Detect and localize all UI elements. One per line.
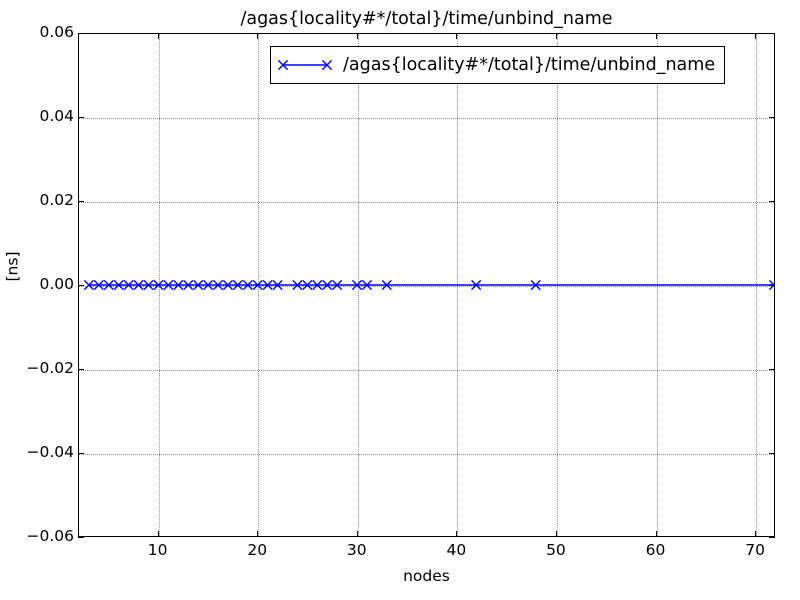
data-point-marker: [302, 279, 313, 291]
y-tick-mark: [769, 117, 775, 118]
x-tick-mark: [655, 531, 657, 537]
data-point-marker: [768, 279, 774, 291]
x-tick-mark: [157, 531, 159, 537]
legend-entry: /agas{locality#*/total}/time/unbind_name: [277, 55, 715, 75]
x-tick-mark: [356, 531, 358, 537]
y-tick-mark: [78, 285, 84, 286]
data-point-marker: [153, 279, 164, 291]
y-tick-label: 0.02: [39, 191, 74, 209]
data-point-marker: [312, 279, 323, 291]
data-point-marker: [202, 279, 214, 291]
data-point-marker: [183, 279, 194, 291]
x-tick-mark: [257, 531, 259, 537]
y-tick-label: −0.06: [26, 527, 75, 545]
y-tick-mark: [769, 537, 775, 538]
data-point-marker: [163, 279, 174, 291]
y-tick-mark: [769, 285, 775, 286]
legend: /agas{locality#*/total}/time/unbind_name: [270, 46, 726, 84]
data-point-marker: [83, 279, 95, 291]
y-tick-label: −0.04: [26, 443, 75, 461]
data-point-marker: [351, 279, 363, 291]
x-tick-label: 40: [446, 541, 467, 559]
data-point-marker: [272, 279, 283, 291]
y-tick-label: 0.06: [39, 23, 74, 41]
x-tick-mark: [456, 33, 458, 39]
data-point-marker: [123, 279, 134, 291]
y-tick-label: −0.02: [26, 359, 75, 377]
x-tick-mark: [555, 33, 557, 39]
data-point-marker: [262, 279, 273, 291]
y-tick-mark: [78, 537, 84, 538]
x-tick-label: 30: [346, 541, 367, 559]
y-tick-mark: [78, 369, 84, 370]
data-point-marker: [93, 279, 104, 291]
x-tick-mark: [456, 531, 458, 537]
y-tick-mark: [78, 33, 84, 34]
data-point-marker: [173, 279, 184, 291]
x-tick-label: 70: [745, 541, 765, 559]
data-point-marker: [252, 279, 263, 291]
x-tick-label: 10: [147, 541, 168, 559]
chart-title: /agas{locality#*/total}/time/unbind_name: [240, 9, 613, 29]
y-tick-mark: [769, 453, 775, 454]
data-point-marker: [381, 279, 392, 291]
x-tick-mark: [356, 33, 358, 39]
y-tick-mark: [78, 453, 84, 454]
plot-area: [78, 33, 775, 537]
y-tick-label: 0.04: [39, 107, 74, 125]
x-tick-label: 50: [546, 541, 566, 559]
data-point-marker: [242, 279, 253, 291]
legend-entry-label: /agas{locality#*/total}/time/unbind_name: [343, 55, 716, 75]
series-0: [83, 279, 774, 291]
data-point-marker: [232, 279, 243, 291]
y-tick-label: 0.00: [39, 275, 74, 293]
y-axis-label: [ns]: [3, 251, 22, 282]
data-point-marker: [133, 279, 144, 291]
x-tick-mark: [655, 33, 657, 39]
data-point-marker: [361, 279, 373, 291]
data-point-marker: [212, 279, 224, 291]
legend-line-marker-icon: [277, 56, 333, 74]
x-tick-mark: [257, 33, 259, 39]
x-tick-mark: [755, 531, 757, 537]
data-point-marker: [292, 279, 303, 291]
series-svg: [83, 279, 774, 291]
x-tick-mark: [555, 531, 557, 537]
x-tick-label: 60: [645, 541, 666, 559]
data-point-marker: [222, 279, 234, 291]
x-tick-mark: [157, 33, 159, 39]
data-point-marker: [471, 279, 482, 291]
x-tick-label: 20: [247, 541, 268, 559]
data-point-marker: [143, 279, 154, 291]
y-tick-mark: [78, 201, 84, 202]
data-series-layer: [79, 34, 774, 536]
data-point-marker: [322, 279, 333, 291]
data-point-marker: [193, 279, 204, 291]
data-point-marker: [332, 279, 343, 291]
y-tick-mark: [78, 117, 84, 118]
data-point-marker: [103, 279, 114, 291]
y-tick-mark: [769, 201, 775, 202]
x-axis-label: nodes: [403, 567, 450, 585]
data-point-marker: [113, 279, 124, 291]
y-tick-mark: [769, 369, 775, 370]
y-tick-mark: [769, 33, 775, 34]
data-point-marker: [530, 279, 541, 291]
x-tick-mark: [755, 33, 757, 39]
